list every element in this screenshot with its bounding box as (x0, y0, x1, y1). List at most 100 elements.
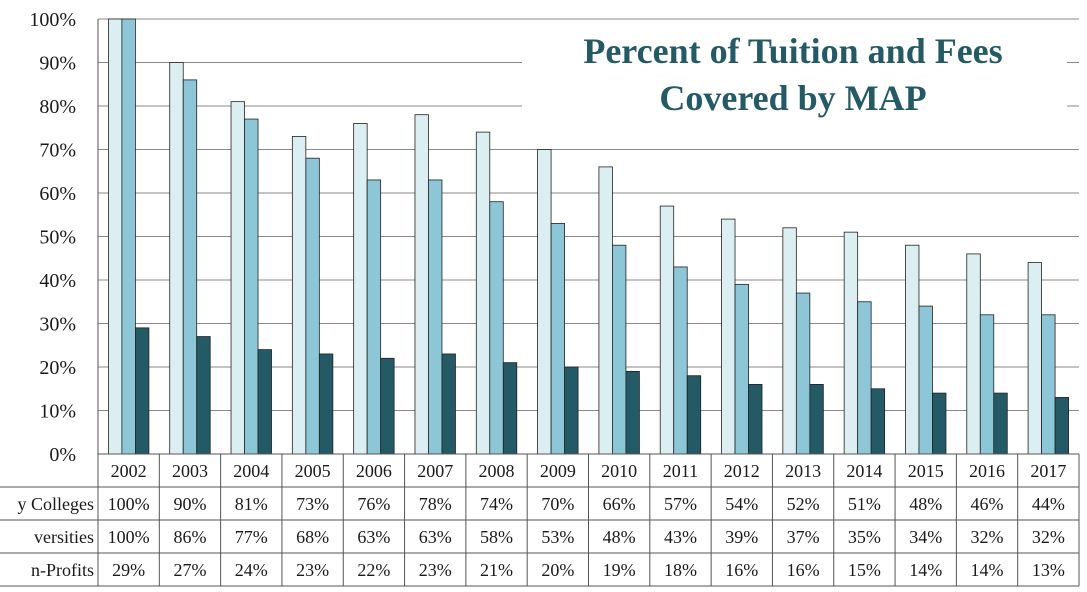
bar-3 (686, 375, 702, 455)
x-tick-label: 2005 (295, 461, 331, 481)
y-tick-label: 70% (39, 140, 76, 162)
bar-3 (809, 383, 824, 455)
data-label: 32% (1032, 527, 1065, 547)
data-label: 37% (787, 527, 820, 547)
data-label: 23% (296, 560, 329, 580)
bar-2 (918, 305, 933, 455)
bar-1 (905, 244, 920, 455)
bar-3 (564, 366, 579, 455)
bar-3 (318, 353, 334, 455)
data-label: 43% (664, 527, 697, 547)
y-axis-ticks: 0% 10% 20% 30% 40% 50% 60% 70% 80% 90% 100% (29, 9, 76, 466)
bar-3 (1054, 397, 1069, 455)
data-label: 90% (173, 494, 206, 514)
x-tick-label: 2010 (601, 461, 637, 481)
bar-3 (196, 336, 211, 455)
data-label: 24% (235, 560, 268, 580)
title-background (522, 25, 1067, 125)
bar-2 (612, 244, 627, 455)
data-label: 19% (603, 560, 636, 580)
y-tick-label: 10% (39, 401, 76, 423)
bar-2 (489, 201, 504, 455)
data-label: 81% (235, 494, 268, 514)
bar-1 (659, 205, 675, 455)
bar-2 (979, 314, 995, 455)
data-label: 48% (909, 494, 942, 514)
data-label: 52% (787, 494, 820, 514)
bar-1 (108, 18, 123, 455)
data-table: 2002 2003 2004 2005 2006 2007 2008 2009 2010 2011… (0, 453, 1080, 587)
bar-1 (598, 166, 613, 455)
bar-3 (625, 370, 640, 455)
y-tick-label: 20% (39, 357, 76, 379)
bar-1 (966, 253, 981, 455)
data-label: 63% (419, 527, 452, 547)
data-label: 54% (725, 494, 758, 514)
x-tick-label: 2012 (724, 461, 760, 481)
y-tick-label: 100% (29, 9, 76, 31)
chart-title-line: Covered by MAP (659, 78, 926, 118)
bar-3 (870, 388, 886, 455)
data-label: 23% (419, 560, 452, 580)
bar-2 (673, 266, 688, 455)
bar-2 (550, 223, 565, 455)
bar-3 (380, 357, 395, 455)
data-label: 73% (296, 494, 329, 514)
bar-3 (135, 327, 150, 455)
x-tick-label: 2009 (540, 461, 576, 481)
y-tick-label: 80% (39, 96, 76, 118)
data-label: 21% (480, 560, 513, 580)
x-tick-label: 2007 (417, 461, 453, 481)
legend-entry: versities (34, 527, 94, 547)
data-label: 76% (357, 494, 390, 514)
bar-2 (795, 292, 811, 455)
data-label: 16% (787, 560, 820, 580)
legend-entry: n-Profits (31, 560, 94, 580)
x-tick-label: 2014 (846, 461, 882, 481)
bar-2 (182, 79, 198, 455)
data-label: 48% (603, 527, 636, 547)
data-label: 100% (108, 494, 150, 514)
data-label: 77% (235, 527, 268, 547)
data-label: 51% (848, 494, 881, 514)
bar-1 (353, 123, 368, 455)
data-label: 14% (971, 560, 1004, 580)
legend-entry: y Colleges (18, 494, 95, 514)
data-label: 27% (173, 560, 206, 580)
bar-2 (428, 179, 443, 455)
data-label: 57% (664, 494, 697, 514)
bar-2 (366, 179, 382, 455)
data-label: 86% (173, 527, 206, 547)
bar-1 (291, 136, 307, 455)
data-label: 13% (1032, 560, 1065, 580)
bar-1 (537, 149, 552, 455)
bar-3 (748, 383, 763, 455)
y-tick-label: 90% (39, 53, 76, 75)
x-tick-label: 2003 (172, 461, 208, 481)
data-label: 53% (541, 527, 574, 547)
data-label: 58% (480, 527, 513, 547)
bar-1 (169, 62, 184, 455)
bar-2 (244, 118, 259, 455)
y-tick-label: 50% (39, 227, 76, 249)
bar-3 (257, 349, 272, 455)
bar-1 (414, 114, 429, 455)
y-tick-label: 0% (49, 444, 76, 466)
bar-3 (932, 392, 947, 455)
data-label: 46% (971, 494, 1004, 514)
bar-2 (305, 157, 320, 455)
bar-1 (475, 131, 491, 455)
chart-title: Percent of Tuition and Fees Covered by MA… (522, 25, 1067, 125)
bar-2 (857, 301, 872, 455)
data-label: 44% (1032, 494, 1065, 514)
bar-1 (721, 218, 736, 455)
data-label: 68% (296, 527, 329, 547)
data-label: 16% (725, 560, 758, 580)
bar-2 (1041, 314, 1056, 455)
data-label: 18% (664, 560, 697, 580)
bar-1 (230, 101, 245, 455)
data-label: 32% (971, 527, 1004, 547)
x-tick-label: 2004 (233, 461, 269, 481)
bar-1 (1027, 262, 1042, 455)
data-label: 22% (357, 560, 390, 580)
